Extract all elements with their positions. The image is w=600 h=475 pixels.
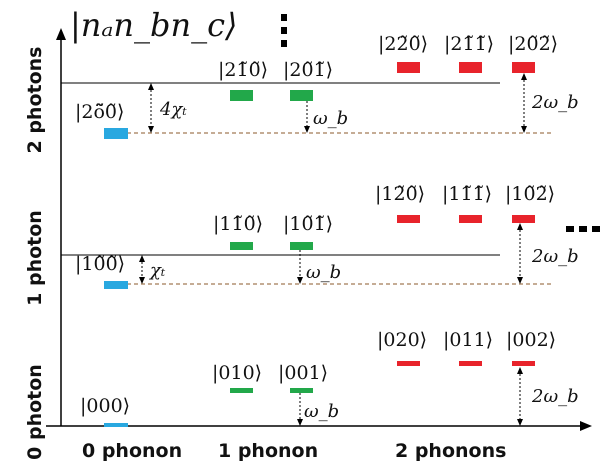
level-2-0-2 bbox=[512, 62, 535, 73]
ket-1-2-0: |12̃0̃⟩ bbox=[375, 183, 425, 205]
level-0-1-1 bbox=[459, 361, 482, 366]
level-2-0-0 bbox=[104, 128, 128, 139]
ket-2-0-1: |20̃1̃⟩ bbox=[283, 59, 333, 81]
ket-2-0-0: |2õ̃0̃⟩ bbox=[75, 101, 124, 123]
omega-b-label-0: ω_b bbox=[304, 401, 339, 422]
ket-2-1-1: |21̃1̃⟩ bbox=[444, 33, 494, 55]
two-omega-b-label-1: 2ω_b bbox=[531, 246, 579, 267]
ket-2-1-0: |21̃0̃⟩ bbox=[218, 59, 268, 81]
level-2-0-1 bbox=[290, 90, 313, 101]
level-1-0-2 bbox=[512, 215, 535, 223]
ket-0-0-2: |002⟩ bbox=[506, 329, 556, 351]
row-zero-photon: |000⟩ |010⟩ |001⟩ |020⟩ |011⟩ |002⟩ ω_b … bbox=[80, 329, 579, 427]
level-0-0-2 bbox=[512, 361, 535, 366]
level-1-0-0 bbox=[104, 281, 128, 289]
ket-1-1-0: |11̃0̃⟩ bbox=[213, 213, 263, 235]
chi-label: χₜ bbox=[148, 260, 166, 281]
level-1-0-1 bbox=[290, 242, 313, 250]
level-0-2-0 bbox=[397, 361, 420, 366]
vertical-ellipsis bbox=[281, 14, 287, 47]
reference-lines bbox=[61, 82, 552, 285]
y-label-0-photon: 0 photon bbox=[24, 364, 46, 460]
level-2-1-1 bbox=[459, 62, 482, 73]
x-label-2-phonons: 2 phonons bbox=[395, 440, 506, 462]
ket-1-0-1: |10̃1̃⟩ bbox=[283, 213, 333, 235]
ket-1-0-2: |10̃2̃⟩ bbox=[505, 183, 555, 205]
level-1-1-0 bbox=[230, 242, 253, 250]
level-1-2-0 bbox=[397, 215, 420, 223]
title-ket: |nₐn_bn_c⟩ bbox=[70, 6, 238, 44]
ket-0-2-0: |020⟩ bbox=[377, 329, 427, 351]
ket-2-0-2: |20̃2̃⟩ bbox=[508, 33, 558, 55]
x-label-0-phonon: 0 phonon bbox=[82, 440, 182, 462]
ket-1-1-1: |11̃1̃⟩ bbox=[442, 183, 492, 205]
level-2-1-0 bbox=[230, 90, 253, 101]
two-omega-b-label-2: 2ω_b bbox=[531, 92, 579, 113]
level-0-0-1 bbox=[290, 388, 313, 393]
level-0-0-0 bbox=[104, 423, 128, 427]
ket-2-2-0: |22̃0̃⟩ bbox=[378, 33, 428, 55]
ket-1-0-0: |10̃0̃⟩ bbox=[75, 253, 125, 275]
chi4-label: 4χₜ bbox=[159, 99, 187, 120]
y-label-1-photon: 1 photon bbox=[24, 210, 46, 306]
horizontal-ellipsis bbox=[566, 226, 600, 232]
omega-b-label-2: ω_b bbox=[313, 108, 348, 129]
ket-0-1-0: |010⟩ bbox=[212, 362, 262, 384]
row-one-photon: |10̃0̃⟩ |11̃0̃⟩ |10̃1̃⟩ |12̃0̃⟩ |11̃1̃⟩ … bbox=[75, 183, 579, 289]
two-omega-b-label-0: 2ω_b bbox=[531, 386, 579, 407]
level-1-1-1 bbox=[459, 215, 482, 223]
row-two-photons: |2õ̃0̃⟩ |21̃0̃⟩ |20̃1̃⟩ |22̃0̃⟩ |21̃1̃⟩ … bbox=[75, 33, 579, 139]
ket-0-0-1: |001⟩ bbox=[278, 362, 328, 384]
level-2-2-0 bbox=[397, 62, 420, 73]
level-0-1-0 bbox=[230, 388, 253, 393]
ket-0-1-1: |011⟩ bbox=[443, 329, 493, 351]
y-label-2-photons: 2 photons bbox=[24, 47, 46, 154]
omega-b-label-1: ω_b bbox=[306, 262, 341, 283]
ket-0-0-0: |000⟩ bbox=[80, 395, 130, 417]
axes bbox=[46, 28, 592, 431]
x-axis-arrow bbox=[580, 421, 592, 431]
y-axis-arrow bbox=[56, 28, 66, 40]
x-label-1-phonon: 1 phonon bbox=[218, 440, 318, 462]
